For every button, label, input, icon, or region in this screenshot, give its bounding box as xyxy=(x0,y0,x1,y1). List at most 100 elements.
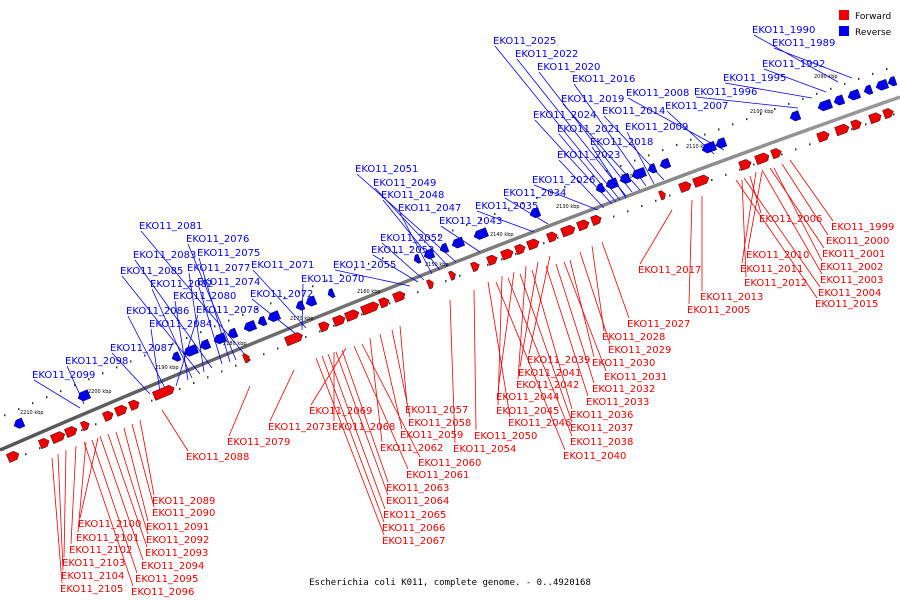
legend-reverse-label: Reverse xyxy=(855,28,892,38)
tick-mark xyxy=(508,207,510,210)
forward-gene-arrow xyxy=(37,438,50,450)
forward-gene-arrow xyxy=(560,224,576,238)
leader-line xyxy=(741,179,747,278)
reverse-gene-arrow xyxy=(267,310,282,323)
tick-mark xyxy=(130,360,132,363)
reverse-gene-label: EKO11_2070 xyxy=(301,274,364,285)
reverse-gene-label: EKO11_2008 xyxy=(626,88,689,99)
reverse-gene-label: EKO11_2009 xyxy=(625,122,688,133)
leader-line xyxy=(269,369,295,422)
forward-gene-label: EKO11_2091 xyxy=(146,522,209,533)
forward-gene-arrow xyxy=(101,410,114,422)
tick-mark xyxy=(333,324,335,327)
leader-line xyxy=(252,269,307,329)
forward-gene-label: EKO11_2094 xyxy=(141,561,204,572)
tick-mark xyxy=(32,402,34,405)
tick-mark xyxy=(732,123,734,126)
gene-arrows xyxy=(5,76,898,463)
reverse-gene-label: EKO11_2075 xyxy=(197,248,260,259)
leader-line xyxy=(507,277,573,437)
tick-mark xyxy=(543,242,545,245)
tick-mark xyxy=(858,77,860,80)
scale-label: 2170 kbp xyxy=(290,316,314,322)
scale-label: 2130 kbp xyxy=(556,204,580,210)
tick-mark xyxy=(256,308,258,311)
forward-gene-label: EKO11_2079 xyxy=(227,437,290,448)
tick-mark xyxy=(340,273,342,276)
scale-label: 2110 kbp xyxy=(686,144,710,150)
forward-gene-label: EKO11_2069 xyxy=(309,406,372,417)
tick-mark xyxy=(795,148,797,151)
forward-gene-label: EKO11_2067 xyxy=(382,536,445,547)
reverse-gene-label: EKO11_2018 xyxy=(590,137,653,148)
reverse-gene-arrow xyxy=(847,88,862,101)
leader-line xyxy=(77,441,87,533)
leader-line xyxy=(228,385,251,437)
scale-label: 2120 kbp xyxy=(620,174,644,180)
tick-mark xyxy=(4,414,6,417)
tick-mark xyxy=(816,92,818,95)
forward-gene-arrow xyxy=(514,243,526,256)
tick-mark xyxy=(669,194,671,197)
forward-gene-label: EKO11_2030 xyxy=(592,358,655,369)
reverse-gene-arrow xyxy=(171,351,182,362)
forward-gene-label: EKO11_2001 xyxy=(822,249,885,260)
reverse-gene-arrow xyxy=(451,236,466,249)
scale-label: 2210 kbp xyxy=(20,410,44,416)
reverse-gene-label: EKO11_1989 xyxy=(772,38,835,49)
tick-mark xyxy=(284,296,286,299)
reverse-gene-label: EKO11_2051 xyxy=(355,164,418,175)
forward-gene-arrow xyxy=(392,291,406,303)
genome-caption: Escherichia coli K011, complete genome. … xyxy=(309,578,591,588)
reverse-gene-label: EKO11_2080 xyxy=(173,291,236,302)
tick-mark xyxy=(179,387,181,390)
reverse-gene-label: EKO11_2019 xyxy=(561,94,624,105)
leader-line xyxy=(735,179,818,299)
leader-line xyxy=(334,269,411,287)
tick-mark xyxy=(648,154,650,157)
leader-line xyxy=(391,329,411,418)
leader-line xyxy=(310,347,347,406)
forward-gene-arrow xyxy=(360,301,379,316)
leader-line xyxy=(315,357,385,536)
tick-mark xyxy=(872,72,874,75)
leader-line xyxy=(563,261,607,372)
leader-line xyxy=(372,254,419,283)
forward-gene-label: EKO11_2004 xyxy=(818,288,881,299)
reverse-gene-label: EKO11_2049 xyxy=(373,178,436,189)
scale-label: 2150 kbp xyxy=(425,262,449,268)
forward-gene-label: EKO11_2011 xyxy=(740,264,803,275)
leader-line xyxy=(321,355,385,523)
reverse-gene-arrow xyxy=(595,182,606,193)
forward-gene-arrow xyxy=(868,112,882,125)
leader-line xyxy=(174,300,189,381)
forward-gene-arrow xyxy=(850,119,862,131)
leader-line xyxy=(121,275,201,375)
forward-gene-arrow xyxy=(882,108,894,120)
forward-gene-arrow xyxy=(426,279,434,290)
reverse-gene-label: EKO11_2035 xyxy=(475,201,538,212)
leader-line xyxy=(494,45,621,201)
tick-mark xyxy=(515,252,517,255)
forward-gene-label: EKO11_2005 xyxy=(687,305,750,316)
forward-gene-label: EKO11_2040 xyxy=(563,451,626,462)
forward-gene-arrow xyxy=(344,309,360,322)
tick-mark xyxy=(620,164,622,167)
tick-mark xyxy=(361,313,363,316)
tick-mark xyxy=(25,453,27,456)
forward-gene-arrow xyxy=(49,431,66,444)
forward-gene-arrow xyxy=(576,219,590,232)
leader-line xyxy=(399,325,408,405)
tick-mark xyxy=(781,153,783,156)
tick-mark xyxy=(46,396,48,399)
reverse-gene-label: EKO11_1996 xyxy=(694,87,757,98)
forward-gene-label: EKO11_2012 xyxy=(744,278,807,289)
leader-line xyxy=(538,71,633,193)
leader-line xyxy=(688,199,693,305)
tick-mark xyxy=(662,149,664,152)
tick-mark xyxy=(39,447,41,450)
leader-line xyxy=(558,133,617,203)
leader-line xyxy=(517,265,527,380)
leader-line xyxy=(473,289,477,431)
